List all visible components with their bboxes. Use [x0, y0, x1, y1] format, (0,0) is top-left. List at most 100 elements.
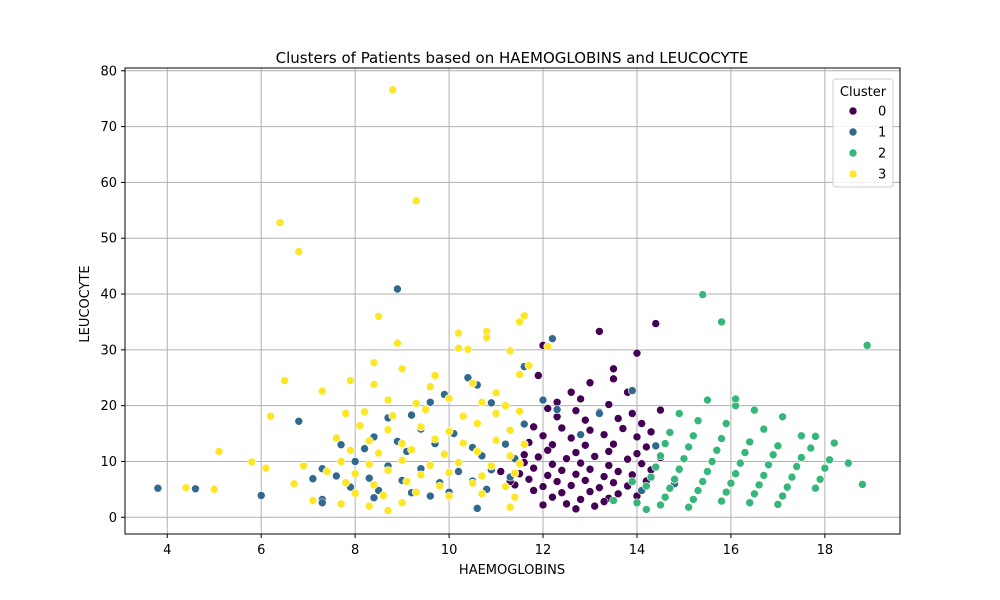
scatter-point-cluster-2 [684, 442, 693, 452]
y-axis-ticks: 0 10 20 30 40 50 60 70 80 [100, 64, 125, 526]
scatter-point-cluster-2 [698, 290, 708, 299]
scatter-point-cluster-1 [472, 504, 482, 513]
scatter-point-cluster-2 [844, 458, 853, 468]
y-tick-label: 30 [100, 343, 117, 358]
scatter-point-cluster-3 [472, 419, 482, 428]
scatter-point-cluster-0 [576, 495, 585, 504]
scatter-point-cluster-0 [571, 448, 581, 457]
scatter-point-cluster-0 [538, 500, 548, 510]
scatter-point-cluster-1 [294, 416, 304, 426]
legend-marker-3 [848, 169, 858, 179]
scatter-point-cluster-3 [421, 405, 430, 414]
scatter-point-cluster-0 [529, 486, 538, 495]
scatter-point-cluster-2 [632, 498, 642, 508]
scatter-point-cluster-2 [759, 424, 769, 434]
scatter-point-cluster-3 [350, 488, 360, 498]
scatter-point-cluster-3 [379, 491, 388, 500]
scatter-point-cluster-3 [430, 434, 440, 444]
scatter-point-cluster-3 [402, 477, 412, 486]
scatter-point-cluster-1 [332, 471, 341, 481]
scatter-point-cluster-2 [642, 505, 651, 514]
scatter-point-cluster-3 [247, 457, 257, 467]
scatter-point-cluster-2 [693, 486, 703, 495]
scatter-point-cluster-3 [454, 328, 463, 338]
scatter-point-cluster-2 [679, 454, 689, 463]
scatter-point-cluster-0 [595, 483, 604, 492]
scatter-point-cluster-1 [552, 405, 562, 414]
scatter-point-cluster-0 [599, 472, 609, 481]
scatter-point-cluster-3 [369, 480, 379, 490]
scatter-point-cluster-1 [548, 334, 557, 343]
scatter-point-cluster-3 [317, 386, 327, 396]
scatter-point-cluster-3 [346, 376, 355, 385]
scatter-point-cluster-0 [566, 433, 576, 443]
scatter-point-cluster-0 [571, 469, 581, 479]
scatter-point-cluster-2 [811, 432, 820, 441]
scatter-point-cluster-2 [745, 437, 754, 447]
scatter-point-cluster-3 [505, 346, 515, 356]
scatter-point-cluster-3 [454, 458, 463, 467]
scatter-point-cluster-3 [275, 218, 285, 227]
scatter-point-cluster-0 [562, 499, 571, 509]
scatter-point-cluster-2 [773, 500, 783, 509]
scatter-point-cluster-2 [778, 491, 787, 501]
scatter-point-cluster-1 [519, 419, 529, 429]
scatter-point-cluster-2 [703, 467, 712, 476]
scatter-point-cluster-2 [717, 434, 726, 443]
scatter-point-cluster-3 [543, 342, 553, 351]
scatter-point-cluster-2 [651, 462, 661, 472]
scatter-point-cluster-3 [280, 376, 289, 385]
scatter-point-cluster-2 [797, 453, 806, 462]
scatter-point-cluster-0 [548, 459, 557, 469]
scatter-point-cluster-2 [693, 416, 703, 426]
scatter-point-cluster-1 [426, 491, 435, 501]
scatter-point-cluster-2 [656, 451, 665, 461]
x-tick-label: 8 [351, 543, 359, 558]
scatter-point-cluster-1 [487, 398, 496, 408]
scatter-point-cluster-2 [665, 483, 675, 493]
scatter-point-cluster-3 [266, 411, 275, 421]
scatter-point-cluster-0 [637, 459, 646, 468]
y-tick-label: 80 [100, 64, 117, 79]
scatter-point-cluster-3 [341, 478, 351, 487]
scatter-point-cluster-3 [261, 463, 271, 473]
scatter-point-cluster-3 [472, 447, 482, 456]
scatter-point-cluster-1 [627, 386, 637, 395]
y-tick-label: 10 [100, 455, 117, 470]
scatter-point-cluster-3 [346, 445, 355, 455]
scatter-point-cluster-2 [717, 317, 726, 327]
scatter-point-cluster-3 [510, 468, 520, 478]
scatter-point-cluster-2 [689, 431, 698, 441]
scatter-point-cluster-0 [609, 364, 618, 374]
scatter-point-cluster-3 [468, 478, 477, 488]
scatter-point-cluster-0 [599, 497, 609, 506]
x-tick-label: 16 [723, 543, 740, 558]
scatter-point-cluster-3 [369, 380, 379, 389]
scatter-point-cluster-3 [468, 379, 477, 388]
scatter-point-cluster-3 [444, 468, 454, 477]
scatter-point-cluster-2 [717, 496, 726, 506]
scatter-point-cluster-2 [684, 502, 693, 512]
scatter-point-cluster-3 [383, 395, 393, 405]
scatter-point-cluster-2 [829, 438, 839, 448]
scatter-point-cluster-3 [360, 407, 369, 417]
scatter-point-cluster-3 [458, 411, 468, 421]
legend-title: Cluster [840, 85, 887, 100]
scatter-point-cluster-0 [548, 492, 557, 502]
scatter-point-cluster-3 [411, 487, 421, 497]
scatter-point-cluster-2 [825, 455, 834, 465]
scatter-point-cluster-2 [698, 477, 708, 486]
scatter-point-cluster-0 [524, 475, 534, 484]
scatter-point-cluster-3 [519, 311, 529, 321]
scatter-point-cluster-2 [792, 462, 801, 471]
x-tick-label: 12 [535, 543, 552, 558]
scatter-point-cluster-2 [642, 481, 651, 491]
scatter-point-cluster-0 [543, 404, 553, 413]
legend-marker-2 [848, 148, 858, 158]
scatter-point-cluster-3 [383, 425, 393, 434]
scatter-point-cluster-3 [393, 338, 402, 348]
scatter-point-cluster-3 [374, 448, 383, 458]
scatter-point-cluster-0 [534, 371, 543, 380]
scatter-point-cluster-1 [651, 441, 661, 451]
scatter-point-cluster-3 [299, 461, 308, 471]
